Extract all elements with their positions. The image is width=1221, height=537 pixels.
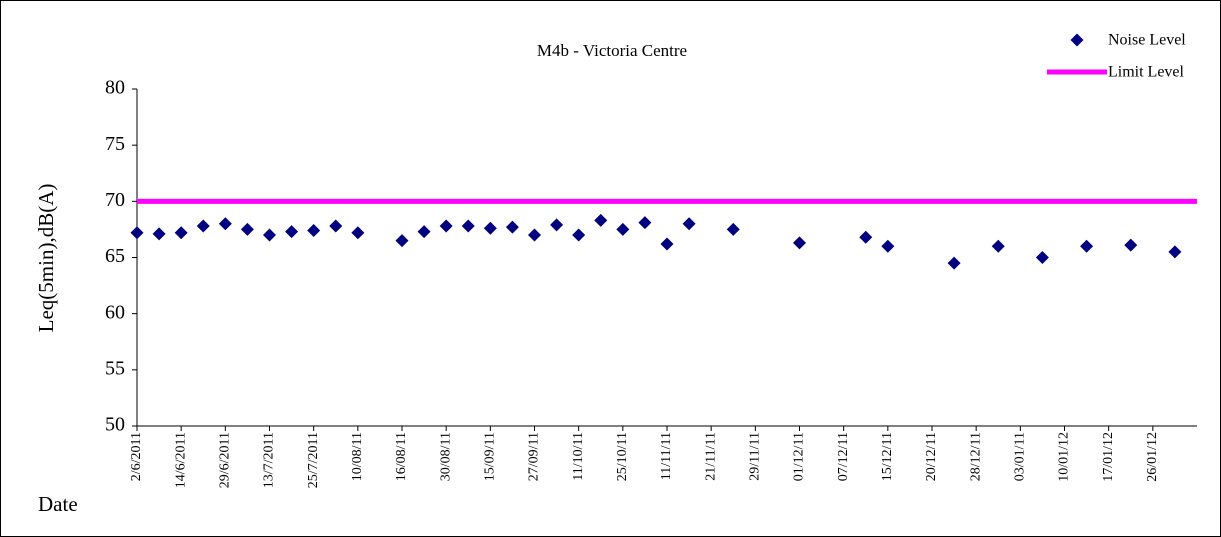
- data-point: [594, 213, 608, 227]
- data-point: [793, 236, 806, 250]
- x-tick-label: 29/6/2011: [218, 432, 233, 488]
- y-tick-label: 75: [105, 133, 125, 155]
- data-point: [218, 217, 232, 231]
- x-tick-label: 2/6/2011: [129, 432, 144, 481]
- data-point: [417, 225, 431, 239]
- legend-label: Limit Level: [1108, 64, 1185, 81]
- data-point: [285, 225, 299, 239]
- data-point: [616, 222, 630, 236]
- data-point: [682, 217, 696, 231]
- x-tick-label: 15/12/11: [880, 432, 895, 481]
- legend-symbol: [1070, 33, 1084, 47]
- x-tick-label: 16/08/11: [394, 432, 409, 481]
- data-point: [130, 226, 144, 240]
- data-point: [439, 219, 453, 233]
- x-tick-label: 29/11/11: [748, 432, 763, 481]
- y-tick-label: 50: [105, 414, 125, 436]
- y-tick-label: 65: [105, 245, 125, 267]
- x-tick-label: 25/7/2011: [306, 432, 321, 488]
- x-tick-label: 03/01/11: [1013, 432, 1028, 481]
- data-point: [1124, 238, 1138, 252]
- data-point: [550, 218, 564, 232]
- data-point: [461, 219, 475, 233]
- y-axis-label: Leq(5min),dB(A): [34, 184, 58, 333]
- data-point: [947, 256, 961, 270]
- data-point: [263, 228, 276, 242]
- data-point: [572, 228, 586, 242]
- data-point: [152, 227, 166, 241]
- y-tick-label: 70: [105, 189, 125, 211]
- x-tick-label: 10/08/11: [350, 432, 365, 481]
- data-point: [991, 239, 1005, 253]
- x-tick-label: 10/01/12: [1057, 432, 1072, 482]
- x-tick-label: 11/11/11: [659, 432, 674, 480]
- data-point: [638, 216, 652, 230]
- data-point: [395, 234, 409, 248]
- data-point: [483, 221, 497, 235]
- y-tick-label: 80: [105, 77, 125, 99]
- legend-label: Noise Level: [1108, 32, 1186, 49]
- data-point: [505, 220, 519, 234]
- data-point: [881, 239, 895, 253]
- x-tick-label: 13/7/2011: [262, 432, 277, 488]
- data-point: [351, 226, 365, 240]
- data-point: [240, 222, 254, 236]
- data-point: [1035, 251, 1049, 264]
- data-point: [174, 226, 188, 240]
- x-tick-label: 11/10/11: [571, 432, 586, 481]
- x-axis-label: Date: [38, 492, 78, 516]
- y-tick-label: 60: [105, 301, 125, 323]
- data-point: [1168, 245, 1182, 259]
- x-tick-label: 17/01/12: [1101, 432, 1116, 482]
- data-point: [660, 237, 674, 251]
- x-tick-label: 15/09/11: [483, 432, 498, 481]
- x-tick-label: 27/09/11: [527, 432, 542, 481]
- y-tick-label: 55: [105, 357, 125, 379]
- x-tick-label: 28/12/11: [968, 432, 983, 481]
- data-point: [726, 222, 740, 236]
- data-point: [528, 228, 541, 242]
- x-tick-label: 01/12/11: [792, 432, 807, 481]
- x-tick-label: 26/01/12: [1145, 432, 1160, 482]
- x-tick-label: 25/10/11: [615, 432, 630, 481]
- data-point: [307, 224, 321, 238]
- data-point: [196, 219, 210, 233]
- data-point: [329, 219, 343, 233]
- x-tick-label: 14/6/2011: [173, 432, 188, 488]
- x-tick-label: 30/08/11: [438, 432, 453, 481]
- chart-title: M4b - Victoria Centre: [537, 41, 687, 60]
- x-tick-label: 20/12/11: [924, 432, 939, 481]
- data-point: [859, 230, 873, 244]
- x-tick-label: 21/11/11: [703, 432, 718, 481]
- data-point: [1080, 239, 1094, 253]
- x-tick-label: 07/12/11: [836, 432, 851, 481]
